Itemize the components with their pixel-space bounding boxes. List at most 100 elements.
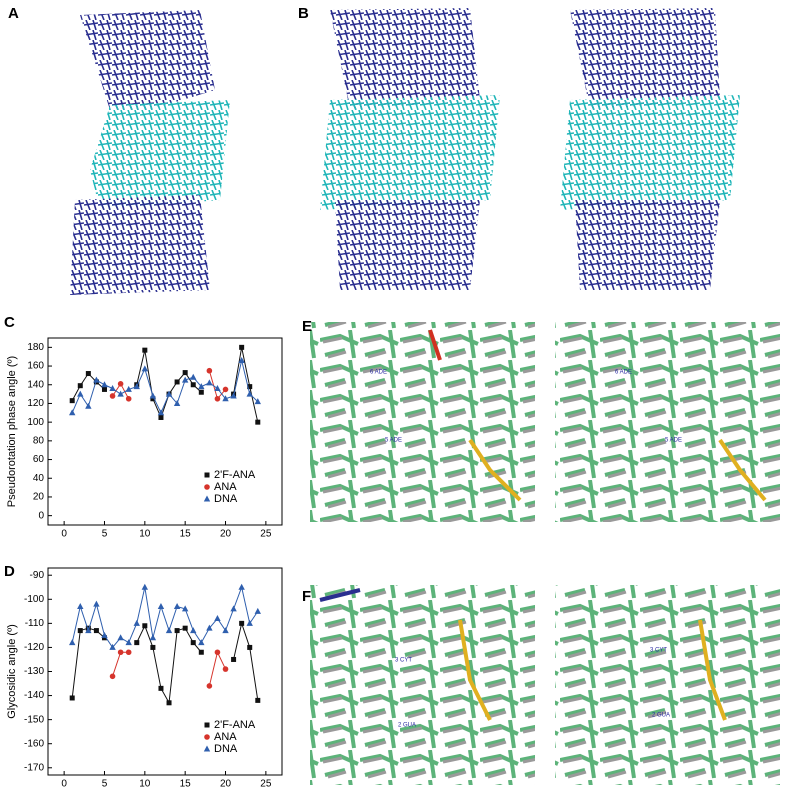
- legend-label: DNA: [214, 493, 238, 505]
- point: [206, 683, 213, 689]
- x-tick-label: 5: [102, 529, 108, 540]
- point: [246, 619, 253, 626]
- y-tick-label: -160: [24, 738, 44, 749]
- structure-label: 3 CYT: [395, 658, 412, 664]
- structure-label: 2 GUA: [398, 723, 416, 729]
- point: [198, 639, 205, 646]
- structure-label: 3 CYT: [650, 648, 667, 654]
- series-line: [71, 347, 259, 423]
- panel-label: A: [8, 5, 19, 22]
- y-tick-label: -130: [24, 666, 44, 677]
- x-tick-label: 10: [139, 529, 151, 540]
- point: [239, 344, 245, 350]
- point: [117, 649, 124, 656]
- x-tick-label: 10: [139, 779, 151, 790]
- point: [141, 365, 149, 372]
- point: [125, 639, 132, 646]
- point: [117, 634, 124, 641]
- point: [157, 603, 165, 610]
- x-tick-label: 25: [260, 779, 272, 790]
- panel-label: D: [4, 563, 15, 580]
- point: [85, 402, 92, 409]
- point: [238, 356, 245, 363]
- y-tick-label: -120: [24, 642, 44, 653]
- y-axis-label: Glycosidic angle (º): [6, 624, 18, 719]
- y-tick-label: 0: [38, 510, 44, 521]
- y-tick-label: -150: [24, 714, 44, 725]
- point: [238, 583, 245, 590]
- point: [246, 390, 253, 397]
- point: [117, 381, 124, 387]
- legend-label: 2'F-ANA: [214, 469, 256, 481]
- point: [206, 379, 213, 386]
- y-tick-label: -110: [25, 618, 45, 629]
- point: [77, 628, 83, 634]
- point: [101, 381, 108, 388]
- point: [158, 414, 164, 420]
- point: [198, 649, 204, 655]
- point: [69, 409, 76, 416]
- stereo-structure: [320, 8, 740, 290]
- y-tick-label: 40: [33, 473, 45, 484]
- point: [109, 393, 116, 399]
- detail-view-e: [310, 322, 780, 522]
- series-line: [71, 621, 259, 705]
- panel-label: F: [302, 588, 311, 605]
- point: [173, 603, 181, 610]
- point: [230, 605, 237, 612]
- point: [109, 643, 116, 650]
- point: [255, 697, 261, 703]
- legend-label: DNA: [214, 743, 238, 755]
- x-tick-label: 0: [61, 779, 67, 790]
- point: [182, 625, 188, 631]
- structure-label: 6 ADE: [615, 370, 632, 376]
- point: [85, 371, 91, 377]
- point: [214, 615, 221, 622]
- point: [231, 656, 237, 662]
- point: [157, 409, 165, 416]
- point: [142, 347, 148, 353]
- point: [117, 390, 124, 397]
- point: [166, 700, 172, 706]
- point: [133, 383, 140, 390]
- x-tick-label: 15: [180, 529, 192, 540]
- point: [149, 392, 157, 399]
- point: [69, 398, 75, 404]
- point: [198, 389, 204, 395]
- point: [206, 624, 213, 631]
- panel-label: C: [4, 314, 15, 331]
- y-tick-label: 140: [27, 379, 44, 390]
- point: [77, 383, 83, 389]
- point: [133, 619, 140, 626]
- point: [247, 384, 253, 390]
- plot-frame: [47, 567, 283, 776]
- x-tick-label: 0: [61, 529, 67, 540]
- legend-marker: [203, 745, 211, 752]
- point: [141, 583, 149, 590]
- y-tick-label: 60: [33, 454, 45, 465]
- point: [109, 384, 116, 391]
- point: [150, 396, 156, 402]
- point: [101, 631, 108, 638]
- legend-marker: [203, 495, 211, 502]
- panel-label: E: [302, 318, 312, 335]
- detail-view-f: [310, 585, 780, 785]
- point: [77, 390, 84, 397]
- point: [190, 373, 197, 380]
- y-tick-label: 180: [27, 342, 44, 353]
- legend-label: 2'F-ANA: [214, 719, 256, 731]
- point: [247, 644, 253, 650]
- plot-frame: [47, 337, 283, 526]
- point: [173, 399, 181, 406]
- point: [165, 627, 173, 634]
- legend-marker: [204, 722, 210, 728]
- x-tick-label: 20: [220, 779, 232, 790]
- panel-label: B: [298, 5, 309, 22]
- point: [206, 367, 213, 374]
- point: [134, 640, 140, 646]
- point: [222, 627, 229, 634]
- legend-marker: [204, 734, 210, 740]
- point: [165, 390, 173, 397]
- point: [125, 395, 132, 402]
